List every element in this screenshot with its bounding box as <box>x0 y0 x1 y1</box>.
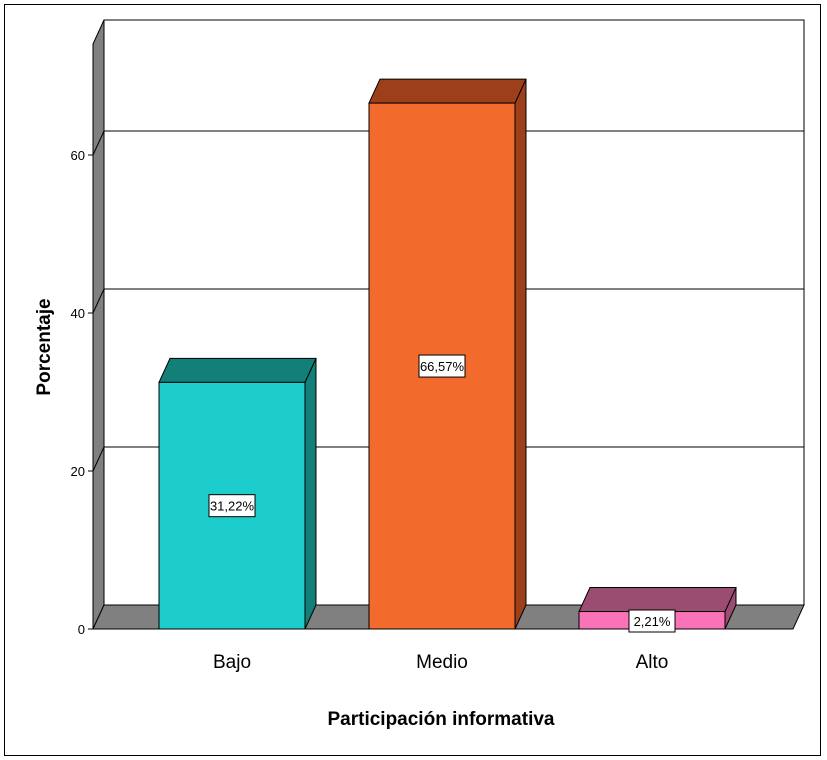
bar-side <box>304 358 317 630</box>
x-category-label: Alto <box>636 652 669 673</box>
y-tick-label: 40 <box>71 306 85 321</box>
data-label: 66,57% <box>420 359 465 374</box>
bar-bajo <box>158 357 317 630</box>
x-axis-categories: Bajo Medio Alto <box>213 652 668 673</box>
bar-top <box>368 78 527 104</box>
y-axis-ticks: 0 20 40 60 <box>71 148 93 637</box>
data-label-box <box>208 494 256 518</box>
y-tick-label: 0 <box>78 622 85 637</box>
bar-medio <box>368 78 527 630</box>
y-tick-label: 20 <box>71 464 85 479</box>
bar-top <box>578 587 737 613</box>
gridline-side <box>92 446 105 472</box>
bar-top <box>158 357 317 383</box>
left-wall <box>92 19 105 630</box>
x-category-label: Bajo <box>213 652 251 673</box>
gridline-side <box>92 130 105 156</box>
data-label: 2,21% <box>634 614 671 629</box>
bar-side <box>514 78 527 630</box>
data-label-box <box>628 609 676 633</box>
data-label-box <box>418 354 466 378</box>
x-axis-title: Participación informativa <box>327 709 554 730</box>
y-axis-title: Porcentaje <box>34 298 55 395</box>
data-labels: 31,22% 66,57% 2,21% <box>208 354 676 633</box>
y-tick-label: 60 <box>71 148 85 163</box>
data-label: 31,22% <box>210 499 255 514</box>
gridline-side <box>92 288 105 314</box>
x-category-label: Medio <box>416 652 468 673</box>
